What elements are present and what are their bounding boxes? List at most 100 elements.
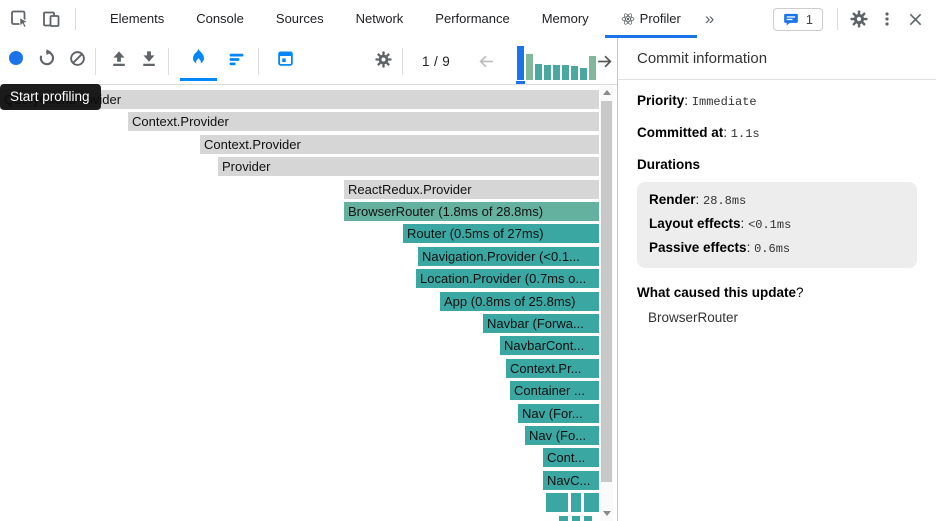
toolbar-divider [402, 48, 403, 75]
next-commit-arrow-icon[interactable] [596, 53, 613, 70]
scroll-down-icon [602, 511, 611, 516]
flame-bar[interactable]: Location.Provider (0.7ms o... [416, 269, 599, 288]
device-toolbar-icon[interactable] [40, 8, 62, 30]
commit-bar[interactable] [553, 65, 560, 80]
scroll-up-icon [602, 90, 611, 95]
commit-bar[interactable] [535, 64, 542, 80]
flame-bar[interactable]: Navigation.Provider (<0.1... [418, 247, 599, 266]
commit-calendar-icon[interactable] [277, 50, 294, 67]
commit-counter: 1/9 [420, 38, 452, 85]
commit-bar[interactable] [526, 54, 533, 80]
flame-chart: QueryClientProviderContext.ProviderConte… [0, 86, 600, 521]
devtools-tabbar: Elements Console Sources Network Perform… [0, 0, 936, 38]
commit-current: 1 [422, 54, 431, 69]
committed-at-label: Committed at [637, 125, 724, 140]
flame-bar[interactable] [559, 516, 568, 521]
record-button[interactable] [9, 51, 23, 65]
devtools-tabs: Elements Console Sources Network Perform… [94, 0, 722, 38]
flame-bar[interactable]: Nav (For... [518, 404, 599, 423]
profiler-toolbar: 1/9 [0, 38, 617, 85]
flame-scrollbar[interactable] [600, 85, 613, 521]
flame-bar[interactable]: Provider [218, 157, 599, 176]
tab-network[interactable]: Network [355, 11, 404, 26]
flame-bar[interactable]: Router (0.5ms of 27ms) [403, 224, 599, 243]
tab-sources[interactable]: Sources [275, 11, 324, 26]
commit-bar[interactable] [589, 56, 596, 80]
panel-divider [617, 38, 618, 521]
layout-effects-row: Layout effects: <0.1ms [649, 216, 792, 232]
tab-profiler[interactable]: Profiler [605, 0, 697, 38]
upload-profile-icon[interactable] [110, 50, 128, 68]
download-profile-icon[interactable] [140, 50, 158, 68]
tab-console[interactable]: Console [196, 11, 244, 26]
flame-bar[interactable] [572, 516, 580, 521]
flame-bar[interactable]: Context.Provider [200, 135, 599, 154]
passive-effects-row: Passive effects: 0.6ms [649, 240, 791, 256]
update-cause-title: What caused this update? [637, 285, 804, 300]
commit-bar[interactable] [544, 65, 551, 80]
durations-title: Durations [637, 157, 701, 172]
commit-bar[interactable] [571, 66, 578, 80]
flame-bar[interactable]: Navbar (Forwa... [483, 314, 599, 333]
flame-bar[interactable]: Context.Pr... [506, 359, 599, 378]
tabbar-left-icons [0, 8, 80, 30]
prev-commit-arrow-icon[interactable] [478, 53, 495, 70]
scrollbar-down-button[interactable] [600, 506, 613, 521]
flame-bar[interactable]: App (0.8ms of 25.8ms) [440, 292, 599, 311]
toolbar-divider [168, 48, 169, 75]
tabbar-divider [75, 8, 76, 30]
messages-button[interactable]: 1 [772, 7, 823, 31]
durations-box: Render: 28.8ms Layout effects: <0.1ms Pa… [637, 182, 917, 268]
update-cause-value: BrowserRouter [648, 310, 739, 325]
start-profiling-tooltip: Start profiling [0, 84, 101, 110]
commit-bar[interactable] [580, 68, 587, 80]
flame-bar[interactable] [546, 493, 568, 512]
priority-label: Priority [637, 93, 685, 108]
more-tabs-icon[interactable]: » [704, 9, 715, 28]
render-duration-row: Render: 28.8ms [649, 192, 747, 208]
flame-bar[interactable] [584, 516, 592, 521]
messages-count: 1 [805, 11, 813, 27]
message-bubble-icon [783, 12, 799, 27]
kebab-menu-icon[interactable] [876, 8, 898, 30]
tab-memory[interactable]: Memory [541, 11, 589, 26]
scrollbar-up-button[interactable] [600, 85, 613, 100]
flame-bar[interactable]: NavbarCont... [500, 336, 599, 355]
flame-bar[interactable]: Context.Provider [128, 112, 599, 131]
profiler-settings-gear-icon[interactable] [375, 51, 392, 68]
flame-bar[interactable]: Cont... [543, 448, 599, 467]
commit-selector[interactable] [516, 46, 596, 84]
commit-bar[interactable] [516, 46, 525, 84]
tab-elements[interactable]: Elements [110, 11, 165, 26]
tabbar-right-controls: 1 [772, 7, 936, 31]
commit-total: 9 [442, 54, 451, 69]
ranked-chart-icon[interactable] [228, 51, 245, 68]
commit-info-panel: Commit information Priority: Immediate C… [618, 38, 936, 521]
toolbar-divider [95, 48, 96, 75]
commit-info-title: Commit information [618, 38, 936, 80]
flame-bar[interactable] [584, 493, 599, 512]
tabbar-divider [837, 8, 838, 30]
toolbar-divider [258, 48, 259, 75]
tab-performance[interactable]: Performance [435, 11, 510, 26]
flame-bar[interactable]: Container ... [510, 381, 599, 400]
flamegraph-tab-icon[interactable] [189, 48, 208, 67]
flame-bar[interactable]: NavC... [543, 471, 599, 490]
committed-at-row: Committed at: 1.1s [637, 125, 760, 141]
reload-profile-icon[interactable] [38, 49, 56, 67]
clear-profile-icon[interactable] [69, 50, 86, 67]
inspect-element-icon[interactable] [9, 8, 31, 30]
commit-bar[interactable] [562, 65, 569, 80]
close-icon[interactable] [904, 8, 926, 30]
priority-row: Priority: Immediate [637, 93, 757, 109]
committed-at-value: 1.1s [730, 127, 760, 141]
flame-bar[interactable] [571, 493, 581, 512]
react-atom-icon [621, 12, 635, 26]
flamegraph-selected-underline [180, 78, 217, 81]
settings-gear-icon[interactable] [848, 8, 870, 30]
scrollbar-thumb[interactable] [601, 101, 612, 482]
flame-bar[interactable]: BrowserRouter (1.8ms of 28.8ms) [344, 202, 599, 221]
flame-bar[interactable]: Nav (Fo... [525, 426, 599, 445]
flame-bar[interactable]: ReactRedux.Provider [344, 180, 599, 199]
